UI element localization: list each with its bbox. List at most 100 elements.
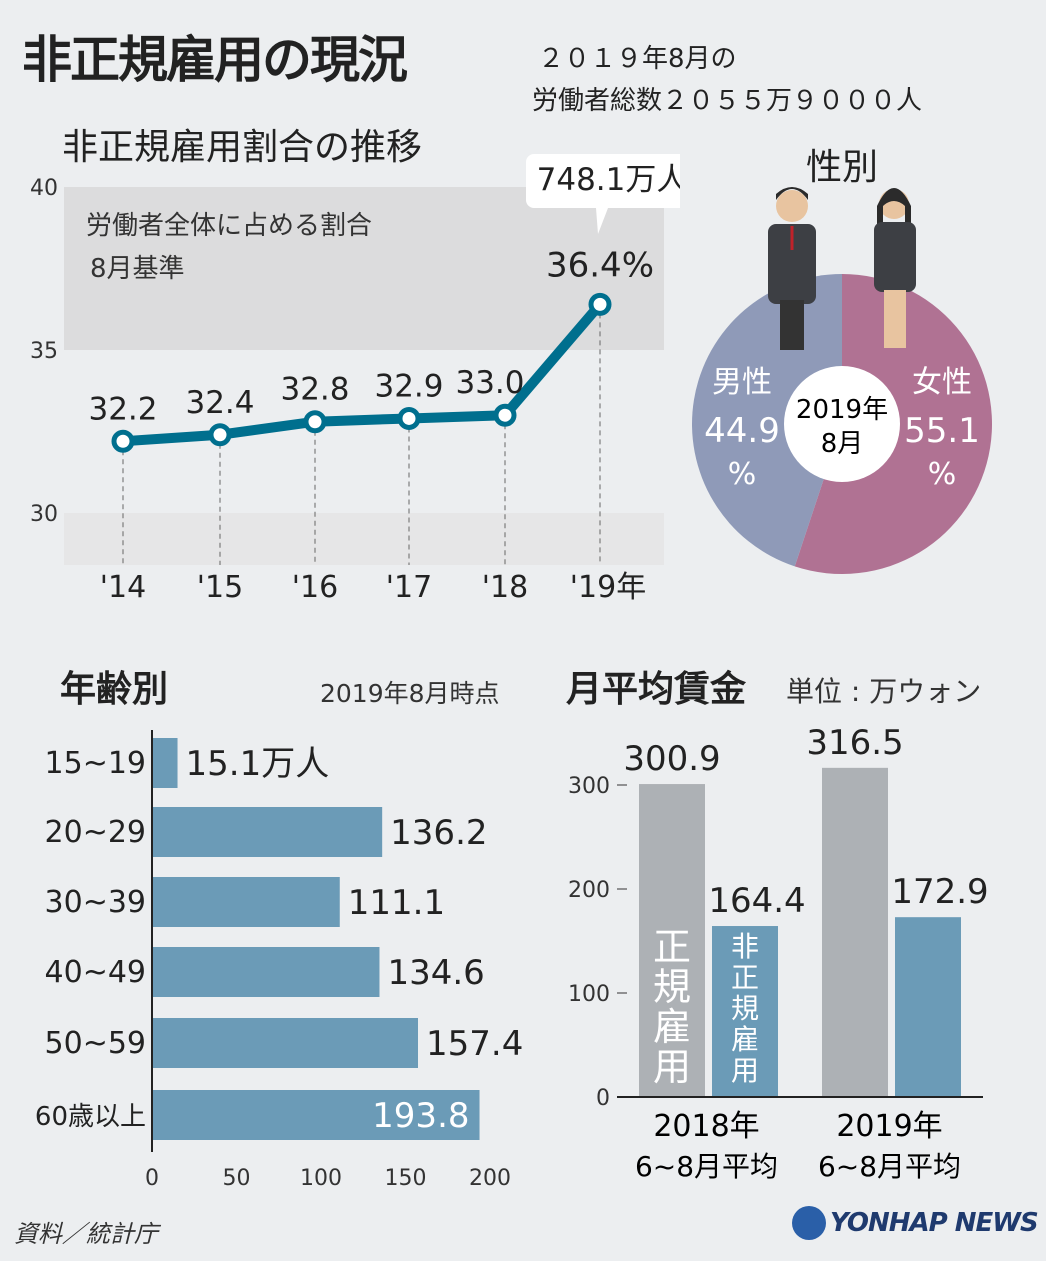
x-tick-label: 150 [385, 1166, 427, 1191]
series-name-nonregular-char: 雇 [731, 1023, 759, 1056]
y-tick-label: 100 [568, 982, 610, 1007]
age-bar-label: 134.6 [387, 953, 484, 993]
data-label: 33.0 [455, 365, 524, 401]
woman-figure-legs [884, 290, 906, 348]
age-category-label: 20~29 [45, 815, 146, 850]
x-tick-label: 100 [300, 1166, 342, 1191]
callout-label: 748.1万人 [537, 162, 680, 198]
slice-label: 女性 [912, 365, 972, 400]
yonhap-logo: YONHAP NEWS [792, 1206, 1039, 1240]
age-bar-label: 111.1 [348, 883, 445, 923]
total-workers-line2: 労働者総数２０５５万９０００人 [532, 86, 923, 116]
y-tick-label: 35 [30, 339, 58, 364]
age-bar-label: 15.1万人 [186, 744, 330, 784]
slice-label: 男性 [712, 365, 772, 400]
x-tick-label: 0 [145, 1166, 159, 1191]
data-label: 32.4 [185, 385, 254, 421]
series-name-regular-char: 規 [653, 965, 691, 1009]
wage-bar-label: 300.9 [623, 739, 720, 779]
pie-slice-male [692, 274, 842, 567]
slice-value: 55.1 [904, 411, 980, 451]
data-label: 36.4% [546, 245, 654, 285]
yonhap-logo-text: YONHAP NEWS [830, 1208, 1039, 1238]
age-category-label: 30~39 [45, 885, 146, 920]
x-tick-label: '18 [482, 570, 528, 605]
age-category-label: 60歳以上 [35, 1102, 146, 1132]
age-bar [152, 1090, 480, 1140]
line-chart-note-2: 8月基準 [90, 254, 185, 284]
category-label-period: 6~8月平均 [818, 1150, 961, 1183]
data-point [208, 423, 232, 447]
age-bar [152, 1018, 419, 1068]
man-figure-jacket [768, 224, 816, 304]
age-bar-label: 136.2 [390, 813, 487, 853]
yonhap-globe-icon [792, 1206, 826, 1240]
data-label: 32.9 [374, 368, 443, 404]
wage-bar-label: 164.4 [708, 881, 805, 921]
age-bar [152, 807, 383, 857]
age-bar-label: 157.4 [426, 1024, 523, 1064]
x-tick-label: '17 [386, 570, 432, 605]
x-tick-label: 200 [469, 1166, 511, 1191]
center-label-2: 8月 [821, 429, 864, 459]
series-name-regular-char: 用 [653, 1045, 691, 1089]
data-point [493, 403, 517, 427]
line-chart-title: 非正規雇用割合の推移 [62, 127, 423, 168]
data-point [303, 410, 327, 434]
age-category-label: 50~59 [45, 1026, 146, 1061]
series-name-nonregular-char: 規 [731, 992, 759, 1025]
wage-bar-label: 172.9 [891, 872, 988, 912]
man-figure-head [776, 190, 808, 222]
x-tick-label: '16 [292, 570, 338, 605]
series-name-regular-char: 正 [653, 925, 691, 969]
age-bar [152, 738, 178, 788]
man-figure-hair [776, 187, 808, 200]
pie-hole [784, 366, 900, 482]
category-label-year: 2018年 [653, 1109, 759, 1144]
y-tick-label: 0 [596, 1086, 610, 1111]
pie-chart: 2019年 8月 女性 55.1% 男性 44.9% [692, 187, 993, 574]
series-line [122, 301, 604, 447]
total-workers-line1: ２０１９年8月の [538, 44, 737, 74]
wage-bar [712, 926, 778, 1097]
wage-chart-unit: 単位 : 万ウォン [786, 675, 982, 708]
age-chart-subtitle: 2019年8月時点 [320, 679, 500, 708]
category-label-year: 2019年 [836, 1109, 942, 1144]
x-tick-label: '14 [100, 570, 146, 605]
age-category-label: 40~49 [45, 955, 146, 990]
man-figure-legs [780, 300, 804, 350]
age-category-label: 15~19 [45, 746, 146, 781]
data-label: 32.2 [88, 391, 157, 427]
wage-bar [895, 917, 961, 1097]
line-chart: 30 35 40 32.2 '14 32.4 '15 32.8 '16 32.9 '17 33.0 '1… [30, 154, 680, 605]
center-label-1: 2019年 [796, 395, 888, 425]
series-name-nonregular-char: 正 [731, 961, 759, 994]
band-below-30 [64, 513, 664, 565]
slice-unit: % [928, 457, 957, 492]
data-point [397, 406, 421, 430]
wage-bar [639, 784, 705, 1097]
woman-figure-jacket [874, 222, 916, 292]
woman-figure-hair [877, 188, 911, 226]
series-name-regular-char: 雇 [653, 1005, 691, 1049]
wage-bar [822, 767, 888, 1097]
y-tick-label: 40 [30, 176, 58, 201]
age-bar-chart: 15.1万人 15~19 136.2 20~29 111.1 30~39 134.6 40~4… [35, 730, 523, 1191]
callout-bubble [526, 154, 680, 234]
series-name-nonregular-char: 用 [731, 1054, 759, 1087]
wage-chart-title: 月平均賃金 [566, 669, 747, 710]
line-chart-note-1: 労働者全体に占める割合 [86, 211, 373, 241]
age-bar [152, 947, 380, 997]
x-tick-label: 50 [223, 1166, 251, 1191]
age-bar [152, 877, 340, 927]
band-35-40 [64, 187, 664, 350]
y-tick-label: 200 [568, 878, 610, 903]
series-name-nonregular-char: 非 [731, 930, 759, 963]
slice-value: 44.9 [704, 411, 780, 451]
x-tick-label: '19年 [570, 570, 646, 605]
age-bar-label: 193.8 [372, 1096, 469, 1136]
wage-bar-label: 316.5 [806, 723, 903, 763]
pie-chart-title: 性別 [806, 147, 879, 188]
category-label-period: 6~8月平均 [635, 1150, 778, 1183]
